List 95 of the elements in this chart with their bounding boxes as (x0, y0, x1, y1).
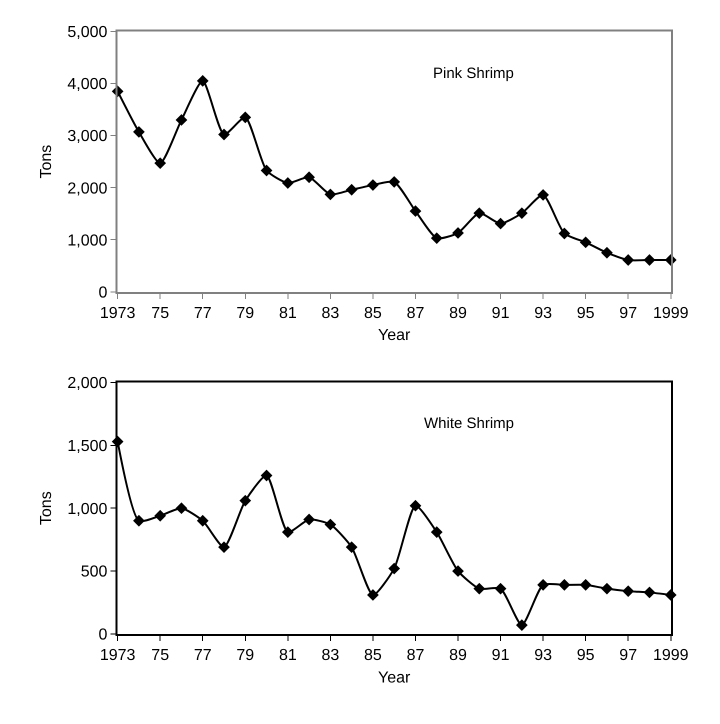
x-tick-label: 93 (534, 305, 552, 322)
point (324, 188, 336, 200)
point (558, 579, 570, 591)
x-tick-label: 1999 (652, 647, 689, 664)
point (367, 589, 379, 601)
point (622, 254, 634, 266)
point (537, 189, 549, 201)
x-tick-label: 93 (534, 647, 552, 664)
point (282, 177, 294, 189)
y-axis-title: Tons (38, 144, 55, 179)
x-tick-label: 75 (151, 305, 170, 322)
x-tick-label: 97 (619, 647, 638, 664)
y-tick-label: 4,000 (67, 76, 108, 94)
point (473, 207, 486, 220)
point (324, 518, 336, 530)
point (367, 179, 379, 191)
x-tick-label: 85 (364, 647, 382, 664)
x-tick-label: 87 (406, 305, 424, 322)
point (196, 75, 209, 87)
x-tick-label: 83 (321, 647, 340, 664)
x-tick-label: 77 (194, 647, 212, 664)
x-tick-label: 77 (194, 305, 212, 322)
point (644, 254, 656, 266)
point (388, 562, 400, 574)
text: White Shrimp (424, 415, 514, 432)
point (282, 526, 294, 538)
point (176, 114, 188, 126)
y-tick-label: 0 (98, 284, 108, 302)
point (494, 218, 506, 230)
point (303, 514, 315, 526)
point (580, 579, 592, 591)
point (218, 541, 230, 554)
point (176, 502, 188, 514)
point (346, 184, 358, 196)
point (239, 494, 252, 507)
point (346, 541, 358, 554)
x-axis-title: Year (378, 669, 412, 686)
x-tick-label: 1973 (100, 305, 136, 322)
point (196, 514, 209, 527)
point (430, 232, 443, 244)
x-tick-label: 97 (619, 305, 638, 322)
point (473, 582, 486, 595)
x-tick-label: 85 (364, 305, 382, 322)
point (430, 526, 443, 538)
point (303, 171, 315, 184)
x-tick-label: 95 (576, 305, 595, 322)
x-tick-label: 83 (321, 305, 340, 322)
x-tick-label: 1973 (100, 647, 136, 664)
point (494, 582, 506, 595)
point (537, 579, 549, 591)
point (452, 227, 464, 239)
point (516, 619, 528, 631)
x-tick-label: 91 (492, 647, 510, 664)
x-axis-title: Year (378, 327, 412, 344)
point (218, 128, 230, 140)
text: Pink Shrimp (433, 65, 514, 82)
x-tick-label: 75 (151, 647, 170, 664)
y-tick-label: 2,000 (67, 375, 108, 392)
point (154, 510, 166, 522)
point (260, 470, 272, 482)
point (133, 126, 145, 138)
point (388, 176, 400, 188)
point (452, 565, 464, 577)
point (516, 207, 528, 220)
point (410, 500, 422, 512)
y-tick-label: 1,500 (67, 438, 108, 455)
y-tick-label: 500 (80, 564, 108, 581)
x-tick-label: 95 (576, 647, 595, 664)
point (644, 586, 656, 598)
y-axis-title: Tons (38, 491, 55, 526)
point (601, 246, 613, 259)
x-tick-label: 89 (449, 647, 468, 664)
y-tick-label: 2,000 (67, 180, 108, 198)
point (154, 157, 166, 170)
point (239, 111, 252, 124)
y-tick-label: 3,000 (67, 128, 108, 146)
point (580, 236, 592, 248)
y-tick-label: 0 (98, 626, 108, 644)
x-tick-label: 1999 (652, 305, 689, 322)
y-tick-label: 1,000 (67, 500, 108, 518)
point (260, 164, 272, 176)
point (601, 582, 613, 595)
y-tick-label: 1,000 (67, 232, 108, 250)
x-tick-label: 79 (236, 647, 254, 664)
x-tick-label: 81 (278, 647, 297, 664)
point (622, 585, 634, 598)
x-tick-label: 91 (492, 305, 510, 322)
y-tick-label: 5,000 (67, 24, 108, 42)
point (558, 228, 570, 240)
x-tick-label: 81 (278, 305, 297, 322)
x-tick-label: 79 (236, 305, 254, 322)
point (410, 205, 422, 217)
x-tick-label: 87 (406, 647, 424, 664)
point (133, 514, 145, 527)
x-tick-label: 89 (449, 305, 468, 322)
